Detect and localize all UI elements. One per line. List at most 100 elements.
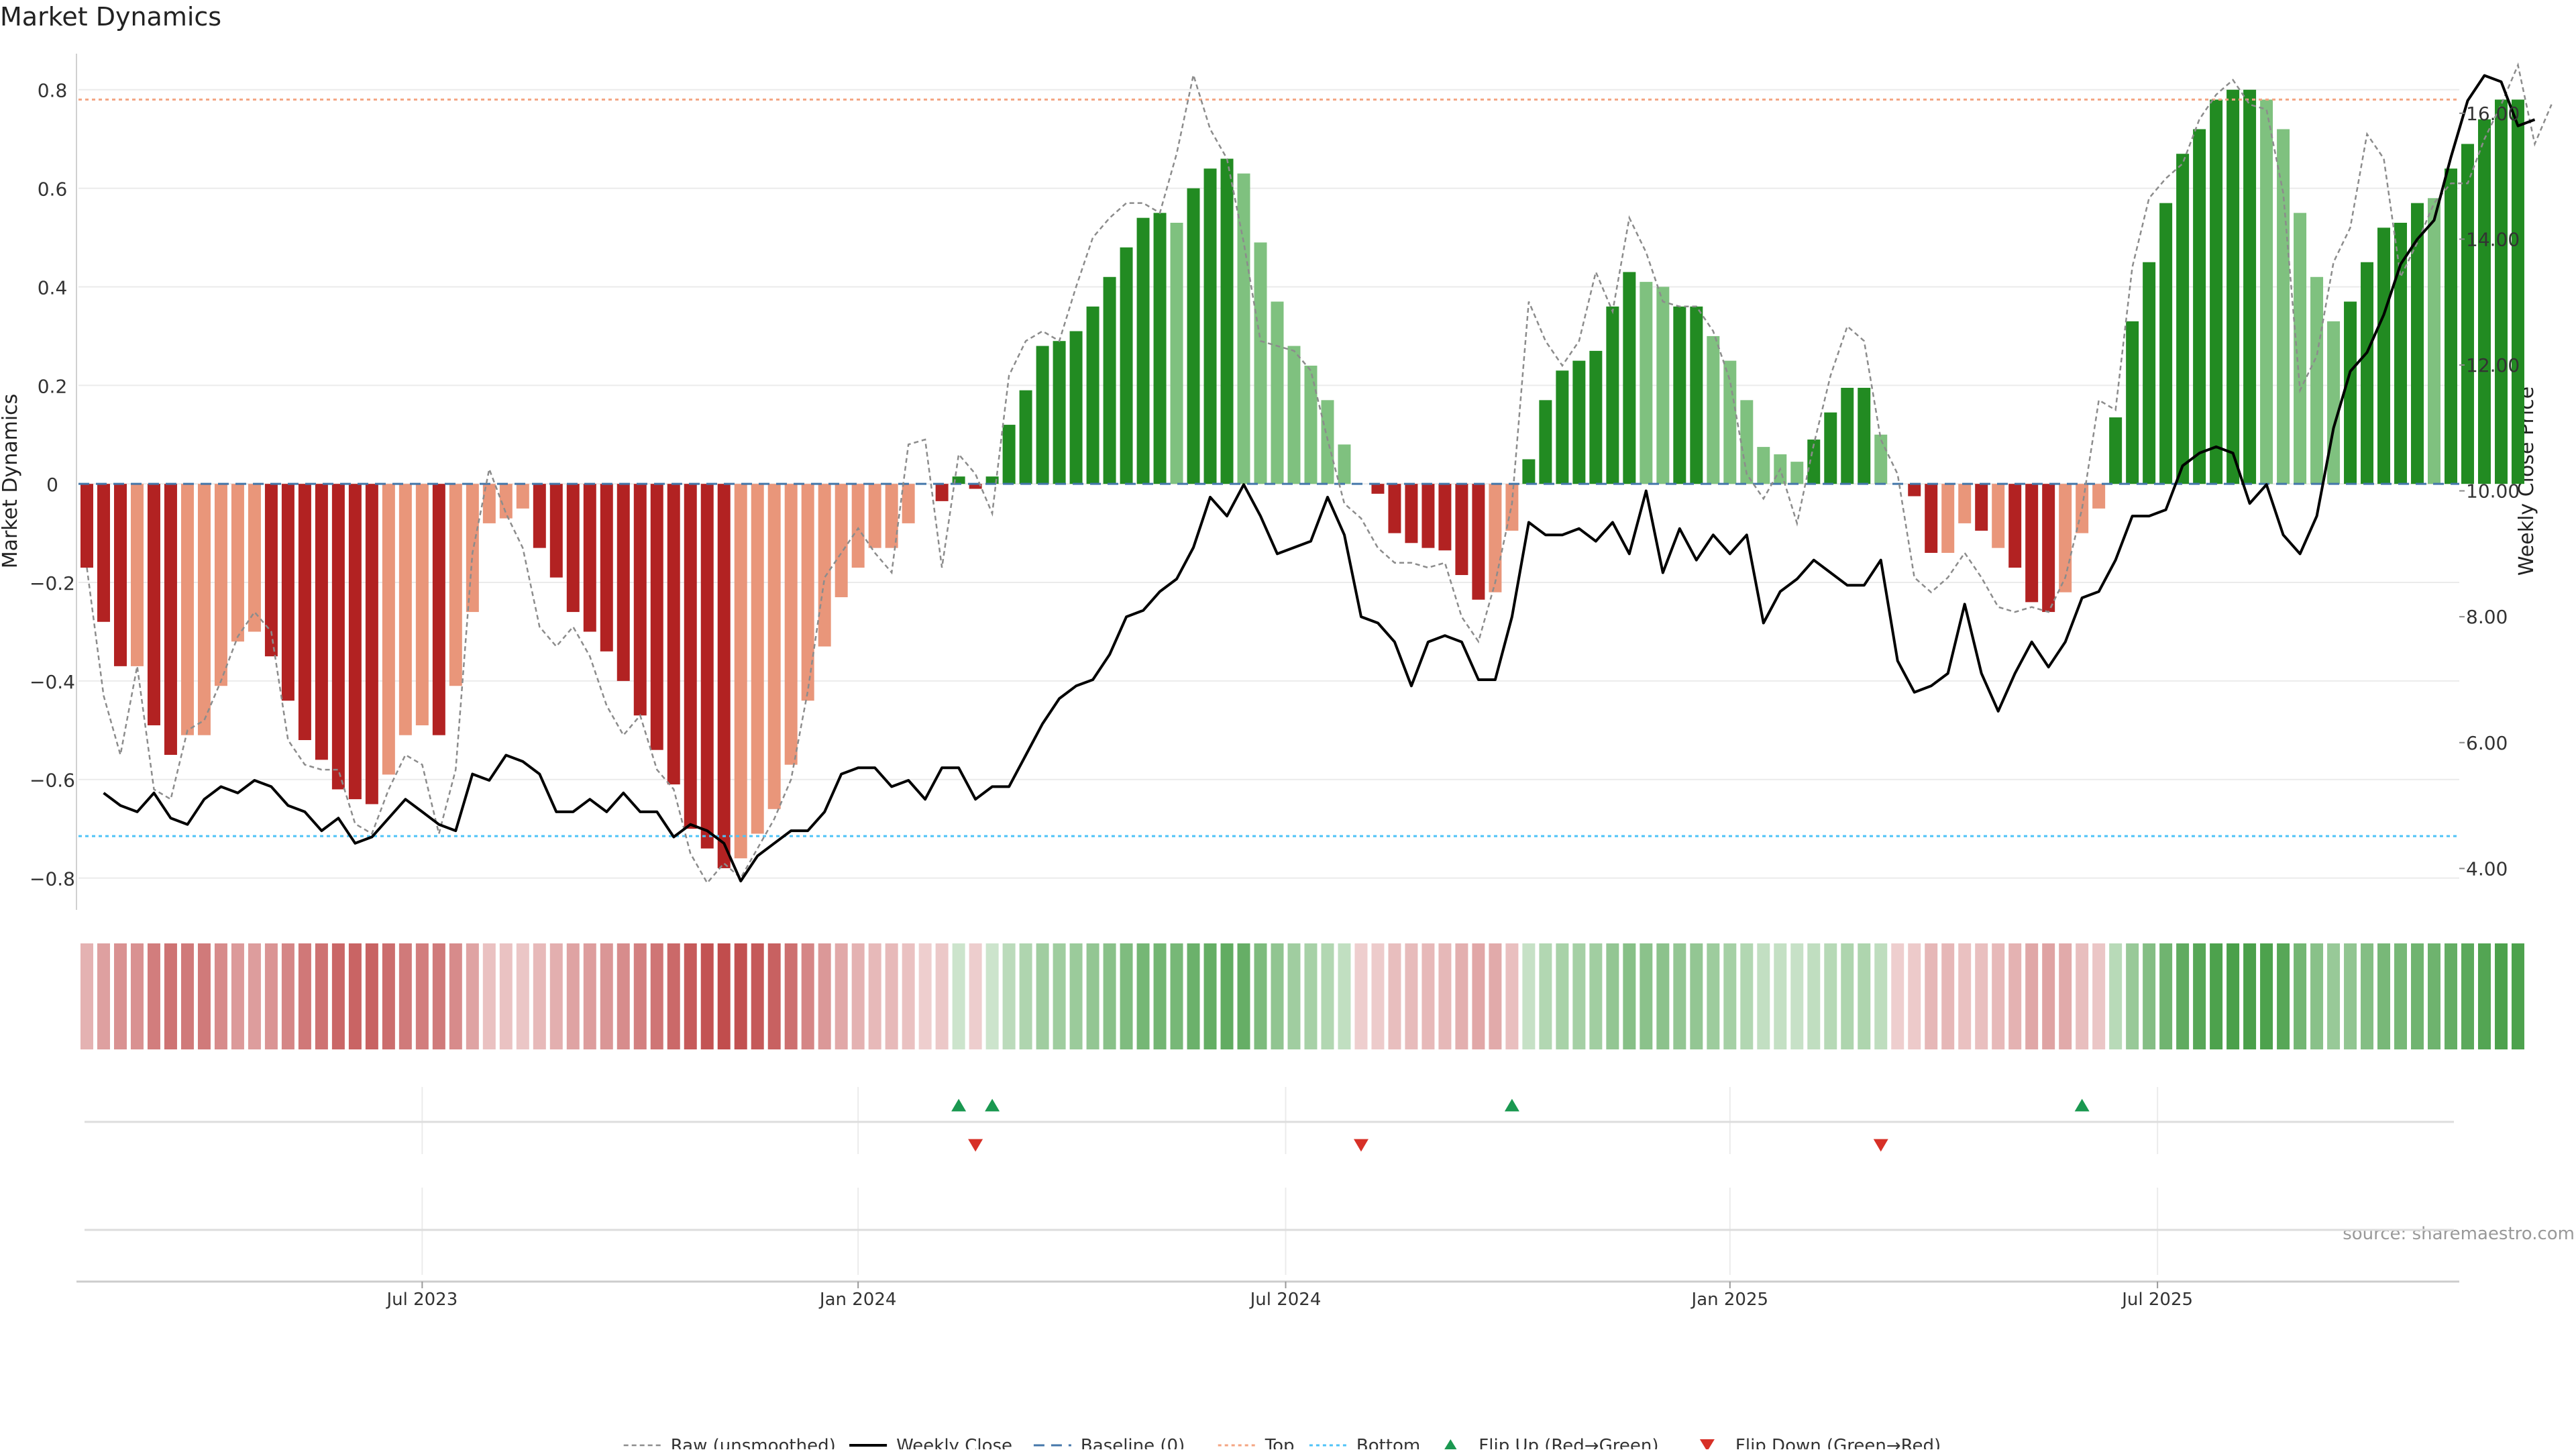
state-cell [1740,943,1754,1049]
bar [1002,425,1016,484]
state-cell [1539,943,1552,1049]
state-cell [2143,943,2156,1049]
state-cell [2243,943,2257,1049]
bar [415,484,429,725]
state-cell [1673,943,1686,1049]
state-cell [969,943,982,1049]
bar [2092,484,2106,509]
state-cell [1841,943,1854,1049]
state-cell [2445,943,2457,1049]
bar [2327,321,2341,484]
state-cell [1170,943,1183,1049]
state-cell [264,943,278,1049]
flip-down-marker [1353,1139,1368,1152]
bar [499,484,513,519]
bar [1069,331,1083,484]
state-cell [281,943,294,1049]
state-cell [767,943,781,1049]
state-cell [214,943,227,1049]
state-cell [784,943,798,1049]
bar [868,484,881,548]
flip-markers [951,1098,2090,1152]
state-cell [1103,943,1116,1049]
legend-item-bottom: Bottom [1309,1436,1420,1452]
state-cell [2092,943,2106,1049]
bar [231,484,244,642]
state-cell [583,943,596,1049]
bar [1958,484,1972,523]
bar [1790,462,1804,484]
bar [1757,447,1770,484]
state-cell [1489,943,1502,1049]
state-cell [1203,943,1217,1049]
bar [1086,306,1099,484]
state-cell [1455,943,1468,1049]
state-cell [1925,943,1938,1049]
bar [2477,119,2491,484]
bar [700,484,714,849]
right-tick-label: 16.00 [2466,103,2520,125]
state-cell [1036,943,1049,1049]
bar [2159,203,2173,484]
bar [214,484,227,686]
state-cell [482,943,496,1049]
x-tick-label: Jul 2024 [1249,1290,1322,1310]
state-cell [1019,943,1032,1049]
state-cell [667,943,680,1049]
state-cell [2361,943,2374,1049]
bar [1405,484,1418,543]
left-tick-label: 0.6 [38,178,68,201]
state-cell [231,943,244,1049]
state-cell [180,943,194,1049]
bar [331,484,345,790]
bar [113,484,127,666]
legend-item-flip_down: Flip Down (Green→Red) [1699,1436,1941,1452]
bar [2193,129,2206,484]
state-cell [1472,943,1485,1049]
state-cell [1757,943,1770,1049]
flip-up-marker [2074,1098,2090,1112]
lines [78,62,2553,885]
bar [1673,306,1686,484]
bar [2494,99,2508,484]
state-cell [1421,943,1435,1049]
state-cell [935,943,949,1049]
state-cell [1874,943,1888,1049]
bar [1556,370,1569,484]
state-cell [2494,943,2508,1049]
bar [2143,262,2156,484]
bar [348,484,362,800]
state-cell [365,943,378,1049]
legend-item-baseline: Baseline (0) [1033,1436,1185,1452]
state-cell [566,943,580,1049]
raw-line [86,62,2553,885]
bar [1153,213,1167,484]
x-tick-label: Jul 2023 [385,1290,458,1310]
state-cell [164,943,177,1049]
bar [985,476,999,484]
state-cell [2277,943,2290,1049]
bar [2428,198,2440,484]
flip-up-marker [951,1098,967,1112]
state-cell [315,943,328,1049]
state-cell [533,943,546,1049]
legend-label: Top [1265,1436,1295,1449]
x-tick-label: Jan 2024 [818,1290,897,1310]
state-cell [466,943,479,1049]
x-tick-label: Jul 2025 [2121,1290,2193,1310]
state-cell [2411,943,2424,1049]
legend-swatch [1699,1439,1715,1451]
bar [1723,360,1737,484]
bar [1421,484,1435,548]
bar [164,484,177,756]
state-cell [2477,943,2491,1049]
bar [2260,99,2273,484]
bar [2025,484,2039,603]
bar [398,484,412,735]
bar [365,484,378,805]
bar [1656,287,1670,484]
state-cell [2042,943,2055,1049]
bar [600,484,613,652]
bar [1455,484,1468,576]
state-cell [298,943,311,1049]
